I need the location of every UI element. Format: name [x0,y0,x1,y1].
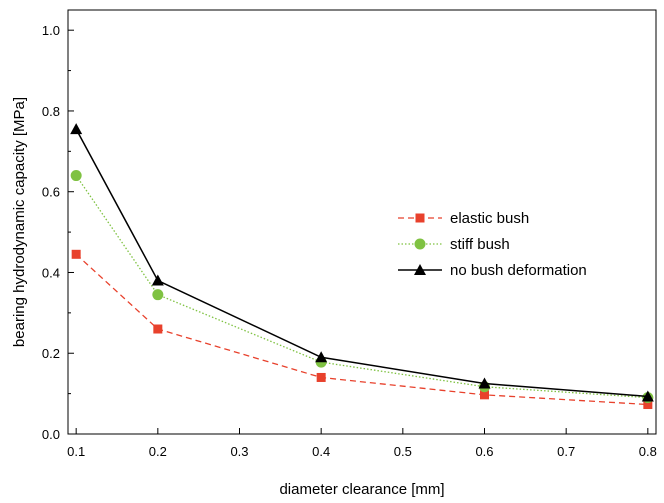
x-axis: 0.1 0.2 0.3 0.4 0.5 0.6 0.7 0.8 [67,428,657,459]
series-stiff-bush [70,170,654,404]
y-axis: 0.0 0.2 0.4 0.6 0.8 1.0 [42,23,74,442]
data-point [643,400,653,410]
data-point [71,249,81,259]
x-tick-label: 0.3 [230,444,248,459]
x-tick-label: 0.4 [312,444,330,459]
data-point [641,390,654,402]
y-tick-label: 0.0 [42,427,60,442]
series-no-bush-deformation [70,123,654,402]
y-tick-label: 0.4 [42,265,60,280]
series-elastic-bush [71,249,653,410]
data-point [153,324,163,334]
data-point [70,123,83,135]
x-tick-label: 0.8 [639,444,657,459]
x-tick-label: 0.6 [475,444,493,459]
legend-marker [415,213,425,223]
data-point [152,289,164,301]
legend-marker [414,238,426,250]
y-tick-label: 0.8 [42,104,60,119]
x-axis-title: diameter clearance [mm] [279,481,444,498]
y-tick-label: 1.0 [42,23,60,38]
legend-label: no bush deformation [450,262,587,279]
y-axis-title: bearing hydrodynamic capacity [MPa] [11,97,28,347]
series-layer [70,123,654,410]
data-point [70,170,82,182]
x-tick-label: 0.7 [557,444,575,459]
y-tick-label: 0.2 [42,346,60,361]
x-tick-label: 0.1 [67,444,85,459]
plot-frame [67,9,657,435]
legend-label: stiff bush [450,236,510,253]
y-tick-label: 0.6 [42,185,60,200]
legend-marker [414,264,426,275]
data-point [151,274,164,286]
x-tick-label: 0.2 [149,444,167,459]
legend: elastic bush stiff bush no bush deformatio… [398,210,587,279]
legend-label: elastic bush [450,210,529,227]
data-point [480,390,489,400]
data-point [316,372,326,382]
data-point [478,377,491,389]
data-point [315,351,328,363]
x-tick-label: 0.5 [394,444,412,459]
